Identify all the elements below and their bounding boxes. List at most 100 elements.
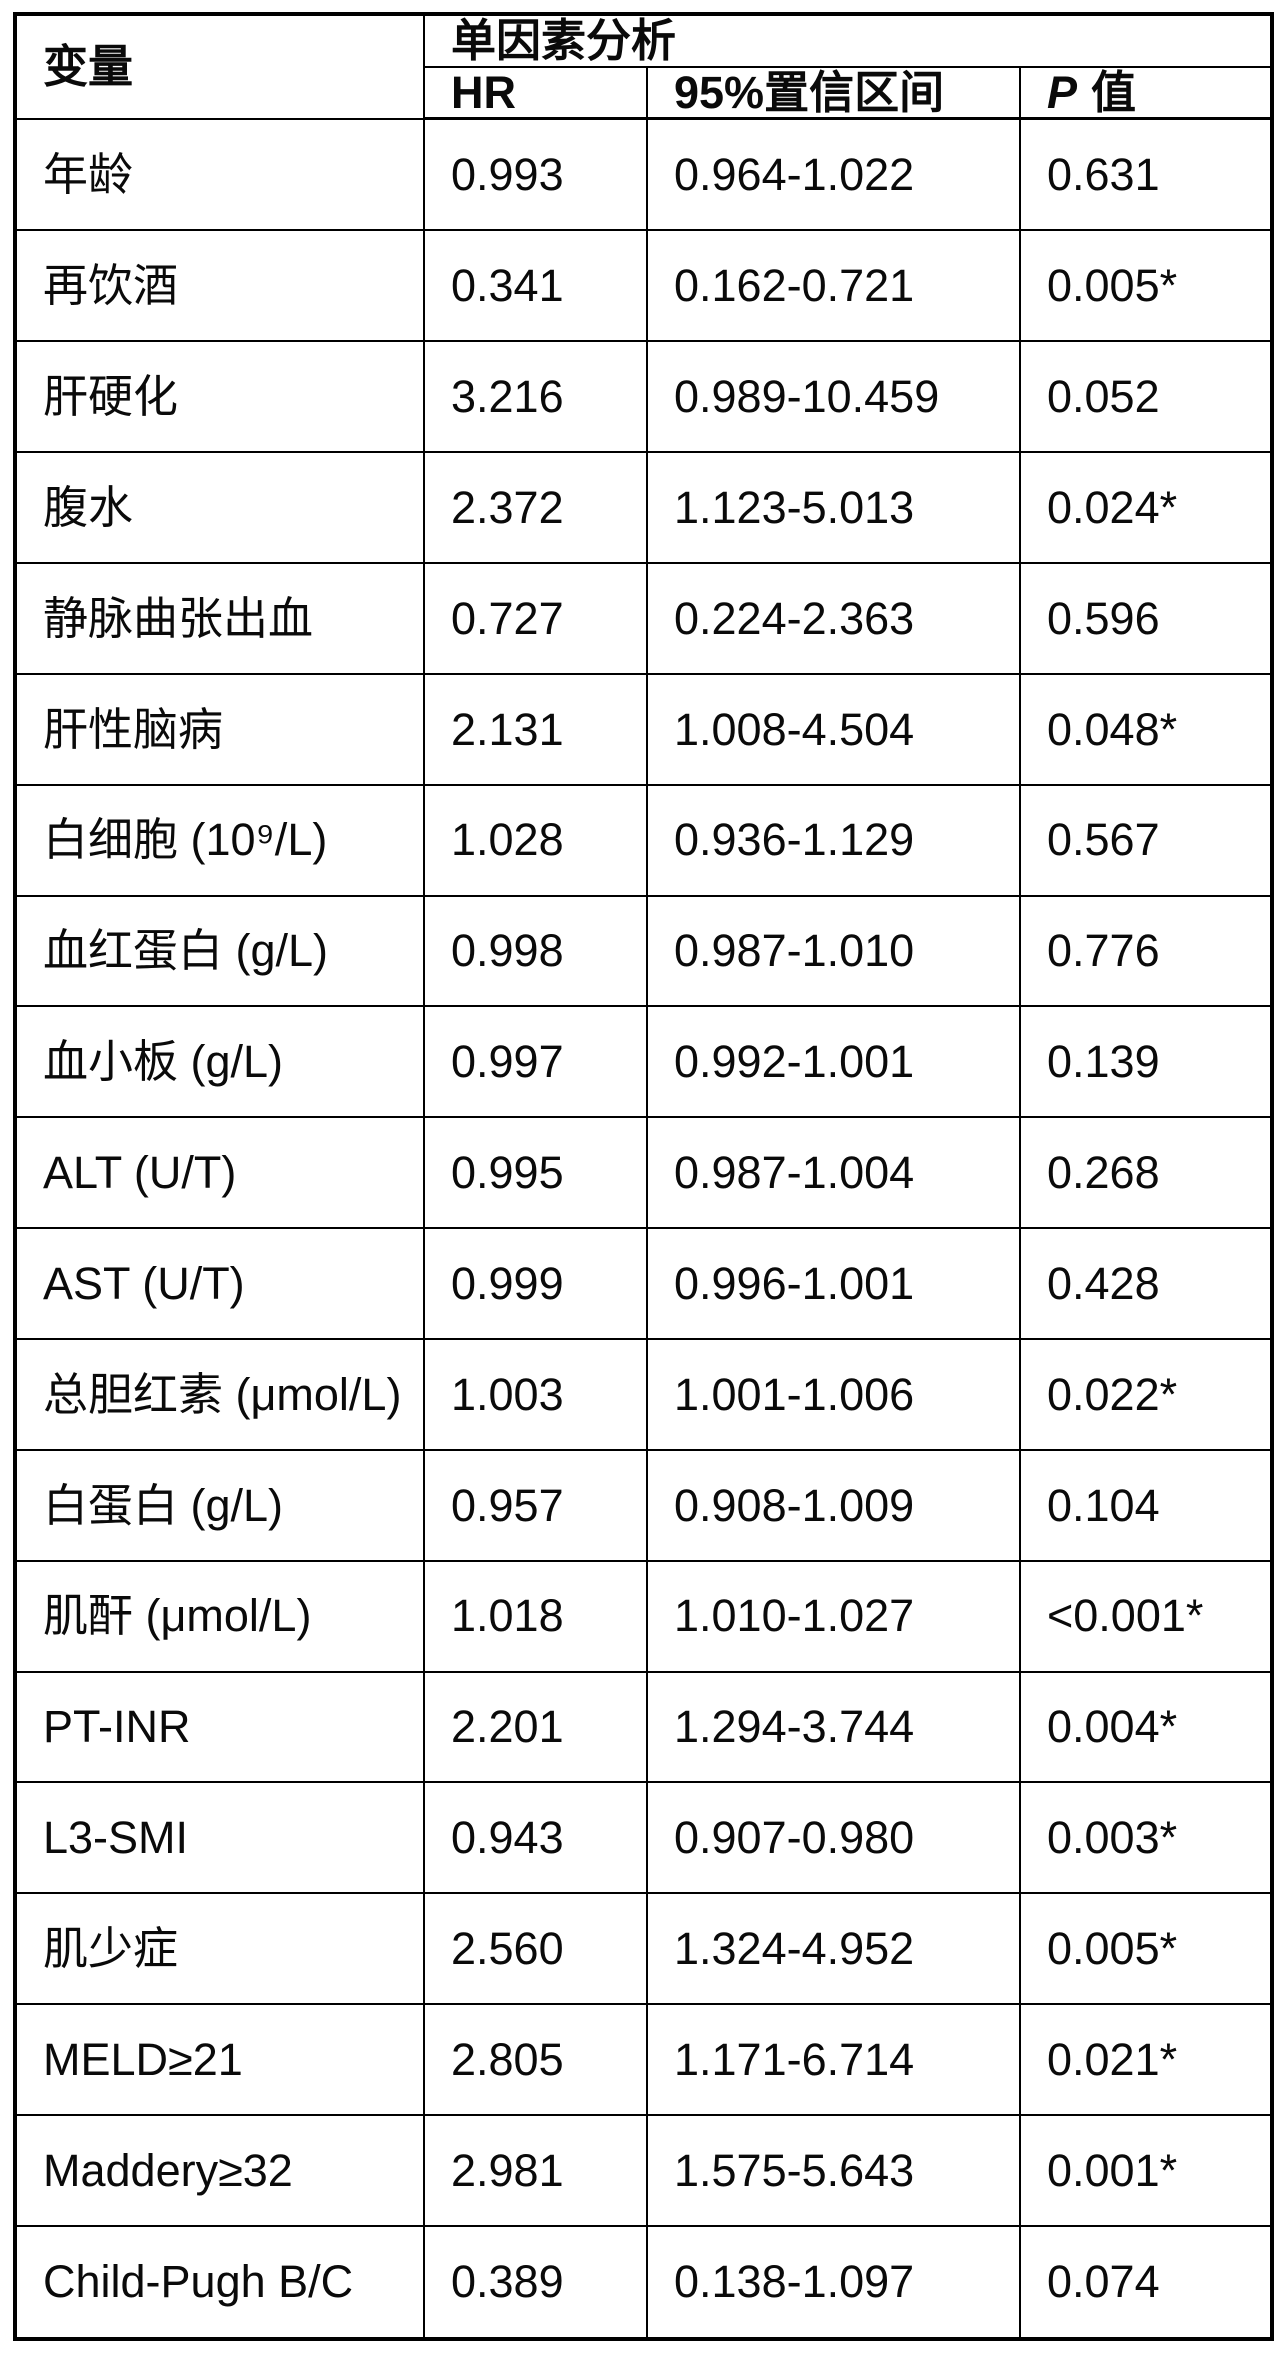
row-variable-cell: 血红蛋白 (g/L) — [14, 894, 425, 1008]
row-ci-cell: 0.162-0.721 — [646, 229, 1021, 343]
table-row: Maddery≥32 2.981 1.575-5.643 0.001* — [14, 2114, 1274, 2227]
table-row: AST (U/T) 0.999 0.996-1.001 0.428 — [14, 1227, 1274, 1341]
row-variable-cell: 肝硬化 — [14, 340, 425, 454]
row-p-value-cell: 0.021* — [1018, 2003, 1274, 2117]
row-variable-cell: Child-Pugh B/C — [14, 2224, 425, 2341]
row-p-value-cell: 0.004* — [1018, 1670, 1274, 1784]
row-hr-cell: 0.957 — [423, 1448, 648, 1562]
row-hr-cell: 0.727 — [423, 562, 648, 675]
row-p-value-cell: 0.104 — [1018, 1448, 1274, 1562]
row-ci-cell: 1.294-3.744 — [646, 1670, 1021, 1784]
row-hr-cell: 0.999 — [423, 1227, 648, 1341]
row-ci-cell: 1.575-5.643 — [646, 2114, 1021, 2227]
table-row: 总胆红素 (μmol/L) 1.003 1.001-1.006 0.022* — [14, 1338, 1274, 1451]
header-row-group: 变量 单因素分析 — [14, 13, 1274, 120]
p-word: 值 — [1091, 66, 1137, 118]
row-variable-cell: Maddery≥32 — [14, 2114, 425, 2227]
row-ci-cell: 1.008-4.504 — [646, 672, 1021, 786]
row-hr-cell: 1.028 — [423, 783, 648, 897]
table-body: 年龄 0.993 0.964-1.022 0.631 再饮酒 0.341 0.162-0.7… — [14, 117, 1274, 2341]
hr-column-header: HR — [423, 65, 648, 120]
row-ci-cell: 1.123-5.013 — [646, 451, 1021, 565]
row-variable-cell: 肝性脑病 — [14, 672, 425, 786]
row-hr-cell: 2.805 — [423, 2003, 648, 2117]
ci-column-header: 95%置信区间 — [646, 65, 1021, 120]
row-variable-cell: 腹水 — [14, 451, 425, 565]
table-row: MELD≥21 2.805 1.171-6.714 0.021* — [14, 2003, 1274, 2117]
row-ci-cell: 1.171-6.714 — [646, 2003, 1021, 2117]
row-p-value-cell: 0.003* — [1018, 1781, 1274, 1895]
row-ci-cell: 0.992-1.001 — [646, 1005, 1021, 1119]
table-row: 肌酐 (μmol/L) 1.018 1.010-1.027 <0.001* — [14, 1559, 1274, 1673]
table-row: ALT (U/T) 0.995 0.987-1.004 0.268 — [14, 1116, 1274, 1230]
table-row: 肝性脑病 2.131 1.008-4.504 0.048* — [14, 672, 1274, 786]
table-row: L3-SMI 0.943 0.907-0.980 0.003* — [14, 1781, 1274, 1895]
row-variable-cell: 静脉曲张出血 — [14, 562, 425, 675]
row-ci-cell: 0.224-2.363 — [646, 562, 1021, 675]
row-ci-cell: 1.010-1.027 — [646, 1559, 1021, 1673]
table-row: 白细胞 (10⁹/L) 1.028 0.936-1.129 0.567 — [14, 783, 1274, 897]
row-variable-cell: 肌少症 — [14, 1892, 425, 2006]
row-hr-cell: 2.981 — [423, 2114, 648, 2227]
row-ci-cell: 0.907-0.980 — [646, 1781, 1021, 1895]
row-ci-cell: 1.001-1.006 — [646, 1338, 1021, 1451]
table-row: 血小板 (g/L) 0.997 0.992-1.001 0.139 — [14, 1005, 1274, 1119]
row-p-value-cell: 0.005* — [1018, 229, 1274, 343]
row-p-value-cell: 0.776 — [1018, 894, 1274, 1008]
row-p-value-cell: 0.631 — [1018, 117, 1274, 232]
row-ci-cell: 0.908-1.009 — [646, 1448, 1021, 1562]
row-p-value-cell: 0.005* — [1018, 1892, 1274, 2006]
table-row: PT-INR 2.201 1.294-3.744 0.004* — [14, 1670, 1274, 1784]
row-p-value-cell: 0.074 — [1018, 2224, 1274, 2341]
row-ci-cell: 0.987-1.010 — [646, 894, 1021, 1008]
row-hr-cell: 2.201 — [423, 1670, 648, 1784]
univariate-analysis-group-header: 单因素分析 — [422, 13, 1274, 68]
row-ci-cell: 0.987-1.004 — [646, 1116, 1021, 1230]
row-hr-cell: 3.216 — [423, 340, 648, 454]
row-variable-cell: MELD≥21 — [14, 2003, 425, 2117]
row-variable-cell: AST (U/T) — [14, 1227, 425, 1341]
table-row: 再饮酒 0.341 0.162-0.721 0.005* — [14, 229, 1274, 343]
row-ci-cell: 0.964-1.022 — [646, 117, 1021, 232]
row-variable-cell: 肌酐 (μmol/L) — [14, 1559, 425, 1673]
row-variable-cell: ALT (U/T) — [14, 1116, 425, 1230]
row-ci-cell: 0.138-1.097 — [646, 2224, 1021, 2341]
table-row: 年龄 0.993 0.964-1.022 0.631 — [14, 117, 1274, 232]
table-row: 血红蛋白 (g/L) 0.998 0.987-1.010 0.776 — [14, 894, 1274, 1008]
row-p-value-cell: 0.024* — [1018, 451, 1274, 565]
row-variable-cell: 白蛋白 (g/L) — [14, 1448, 425, 1562]
row-hr-cell: 0.943 — [423, 1781, 648, 1895]
row-ci-cell: 0.996-1.001 — [646, 1227, 1021, 1341]
row-p-value-cell: 0.139 — [1018, 1005, 1274, 1119]
row-ci-cell: 1.324-4.952 — [646, 1892, 1021, 2006]
table-row: 腹水 2.372 1.123-5.013 0.024* — [14, 451, 1274, 565]
row-hr-cell: 2.560 — [423, 1892, 648, 2006]
row-ci-cell: 0.936-1.129 — [646, 783, 1021, 897]
row-hr-cell: 0.995 — [423, 1116, 648, 1230]
row-hr-cell: 0.997 — [423, 1005, 648, 1119]
table-row: 肝硬化 3.216 0.989-10.459 0.052 — [14, 340, 1274, 454]
table-row: 肌少症 2.560 1.324-4.952 0.005* — [14, 1892, 1274, 2006]
row-ci-cell: 0.989-10.459 — [646, 340, 1021, 454]
table-row: Child-Pugh B/C 0.389 0.138-1.097 0.074 — [14, 2224, 1274, 2341]
row-hr-cell: 0.993 — [423, 117, 648, 232]
table-row: 白蛋白 (g/L) 0.957 0.908-1.009 0.104 — [14, 1448, 1274, 1562]
p-symbol: P — [1047, 66, 1078, 118]
row-hr-cell: 0.389 — [423, 2224, 648, 2341]
row-hr-cell: 1.018 — [423, 1559, 648, 1673]
row-variable-cell: L3-SMI — [14, 1781, 425, 1895]
table-row: 静脉曲张出血 0.727 0.224-2.363 0.596 — [14, 562, 1274, 675]
row-variable-cell: 总胆红素 (μmol/L) — [14, 1338, 425, 1451]
row-p-value-cell: <0.001* — [1018, 1559, 1274, 1673]
row-hr-cell: 0.998 — [423, 894, 648, 1008]
row-p-value-cell: 0.052 — [1018, 340, 1274, 454]
row-hr-cell: 0.341 — [423, 229, 648, 343]
row-p-value-cell: 0.001* — [1018, 2114, 1274, 2227]
row-p-value-cell: 0.268 — [1018, 1116, 1274, 1230]
row-hr-cell: 2.372 — [423, 451, 648, 565]
row-p-value-cell: 0.048* — [1018, 672, 1274, 786]
